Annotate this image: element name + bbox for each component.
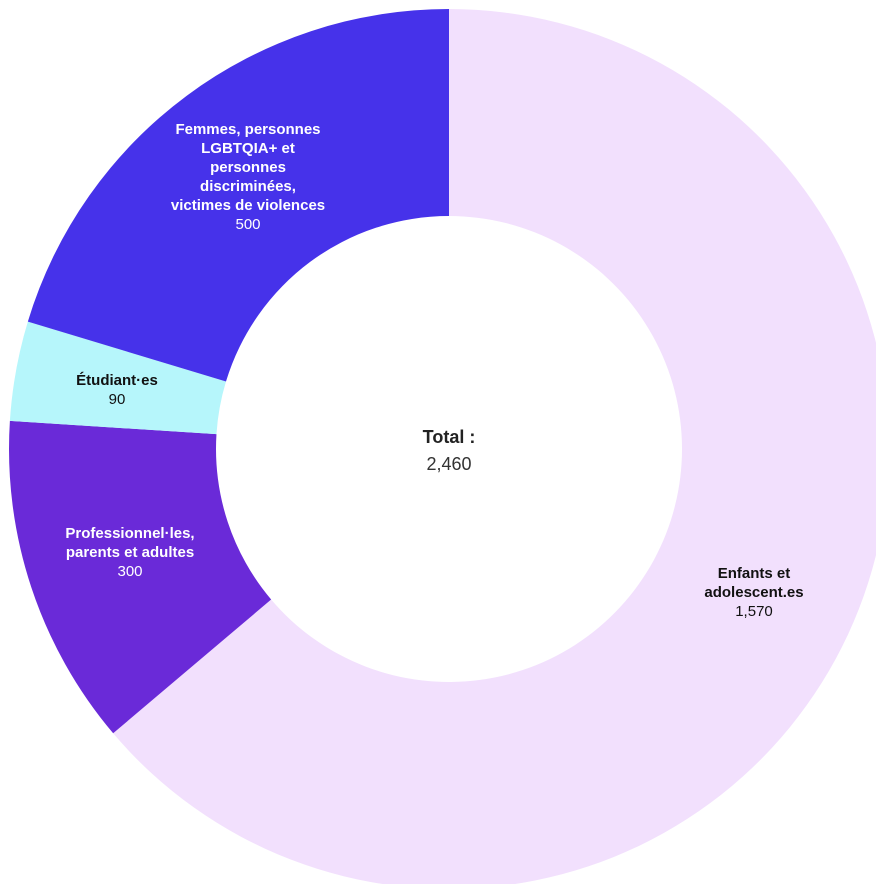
donut-slices (9, 9, 876, 884)
slice-label-line: discriminées, (200, 178, 296, 195)
slice-label-line: adolescent.es (704, 584, 803, 601)
center-total-value: 2,460 (426, 454, 471, 474)
slice-0 (113, 9, 876, 884)
slice-label-line: Enfants et (718, 565, 791, 582)
slice-label-2: Étudiant·es 90 (76, 372, 158, 408)
slice-1 (9, 420, 272, 734)
slice-value-label: 300 (117, 563, 142, 580)
slice-label-line: Femmes, personnes (175, 121, 320, 138)
slice-label-line: parents et adultes (66, 544, 194, 561)
slice-label-line: Professionnel·les, (65, 525, 194, 542)
slice-label-line: personnes (210, 159, 286, 176)
slice-label-1: Professionnel·les, parents et adultes 300 (65, 525, 194, 580)
center-total-title: Total : (423, 427, 476, 447)
slice-label-0: Enfants et adolescent.es 1,570 (704, 565, 803, 620)
slice-label-3: Femmes, personnes LGBTQIA+ et personnes dis… (171, 121, 325, 233)
slice-value-label: 1,570 (735, 603, 773, 620)
slice-labels: Enfants et adolescent.es 1,570 Professionne… (65, 121, 803, 620)
slice-label-line: victimes de violences (171, 197, 325, 214)
slice-label-line: Étudiant·es (76, 372, 158, 389)
slice-value-label: 90 (109, 391, 126, 408)
slice-label-line: LGBTQIA+ et (201, 140, 295, 157)
slice-3 (27, 9, 449, 382)
slice-2 (9, 321, 226, 435)
slice-value-label: 500 (235, 216, 260, 233)
